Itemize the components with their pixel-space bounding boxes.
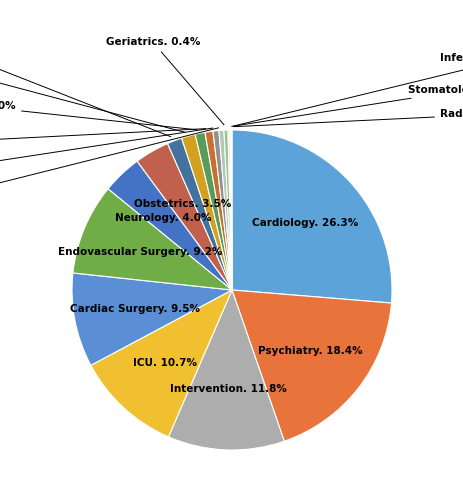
Text: Gastroenterology. 0.8%: Gastroenterology. 0.8% [0, 128, 205, 151]
Text: Other. 1.4%: Other. 1.4% [0, 69, 184, 132]
Wedge shape [224, 130, 232, 290]
Text: Psychiatry. 18.4%: Psychiatry. 18.4% [257, 346, 362, 356]
Wedge shape [91, 290, 232, 437]
Wedge shape [219, 130, 232, 290]
Text: Stomatology. 0.2%: Stomatology. 0.2% [231, 85, 463, 126]
Wedge shape [108, 161, 232, 290]
Text: Intervention. 11.8%: Intervention. 11.8% [169, 384, 286, 394]
Wedge shape [195, 132, 232, 290]
Wedge shape [232, 130, 391, 303]
Text: Oncology. 0.6%: Oncology. 0.6% [0, 128, 213, 180]
Wedge shape [168, 290, 284, 450]
Wedge shape [72, 273, 232, 366]
Wedge shape [137, 144, 232, 290]
Text: ICU. 10.7%: ICU. 10.7% [132, 358, 196, 368]
Text: Geriatrics. 0.4%: Geriatrics. 0.4% [106, 37, 224, 125]
Text: Neurology. 4.0%: Neurology. 4.0% [115, 213, 212, 223]
Text: Urology. 1.0%: Urology. 1.0% [0, 101, 196, 130]
Text: Radiotherapy. 0.1%: Radiotherapy. 0.1% [234, 109, 463, 126]
Wedge shape [205, 131, 232, 290]
Wedge shape [227, 130, 232, 290]
Text: Cardiac Surgery. 9.5%: Cardiac Surgery. 9.5% [69, 304, 199, 314]
Text: Cardiology. 26.3%: Cardiology. 26.3% [251, 218, 357, 228]
Text: Obstetrics. 3.5%: Obstetrics. 3.5% [133, 199, 231, 209]
Wedge shape [73, 189, 232, 290]
Wedge shape [230, 130, 232, 290]
Wedge shape [231, 130, 232, 290]
Wedge shape [232, 290, 391, 441]
Wedge shape [181, 134, 232, 290]
Text: Orthopedics. 1.5%: Orthopedics. 1.5% [0, 37, 170, 136]
Text: Respirology. 0.5%: Respirology. 0.5% [0, 128, 218, 207]
Wedge shape [167, 138, 232, 290]
Wedge shape [213, 130, 232, 290]
Text: Endovascular Surgery. 9.2%: Endovascular Surgery. 9.2% [58, 247, 222, 257]
Text: Infectious Disease. 0.1%: Infectious Disease. 0.1% [233, 53, 463, 126]
